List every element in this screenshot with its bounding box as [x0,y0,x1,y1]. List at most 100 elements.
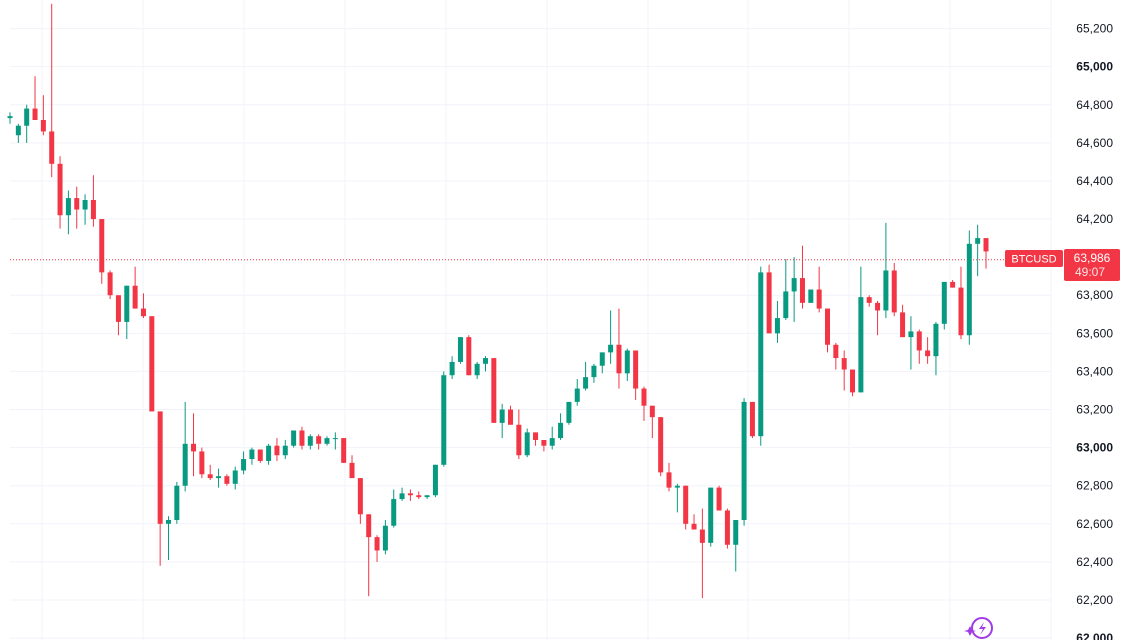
candle-body [816,289,822,309]
candle-body [716,487,722,511]
candle-body [74,198,80,210]
candle-body [149,316,155,412]
candle-up [858,266,864,393]
candle-body [115,295,121,322]
candle-up [424,495,430,500]
candle-body [191,443,197,452]
price-axis[interactable]: 62,000 62,200 62,400 62,600 62,800 63,000 63,2… [1076,0,1113,640]
candle-body [774,318,780,334]
candle-up [282,440,288,460]
candle-down [950,280,956,288]
candle-body [841,358,847,370]
candle-down [891,262,897,317]
y-tick-label: 63,200 [1076,403,1113,417]
price-badge-bg [1064,249,1120,281]
candle-body [641,388,647,406]
candle-body [524,432,530,456]
candle-up [733,520,739,572]
candle-up [165,516,171,560]
candle-down [825,308,831,353]
candle-up [249,447,255,465]
y-tick-label: 62,800 [1076,479,1113,493]
candle-up [674,483,680,513]
y-tick-label: 63,600 [1076,326,1113,340]
candle-body [49,131,55,164]
candle-up [266,443,272,465]
candle-up [566,401,572,425]
candle-down [616,308,622,389]
candle-body [691,523,697,530]
candle-down [925,337,931,364]
candle-down [900,304,906,338]
candle-up [574,379,580,406]
candle-down [658,417,664,477]
y-tick-label: 65,200 [1076,22,1113,36]
candle-body [257,449,263,461]
candle-down [40,95,46,136]
grid [10,0,1052,640]
candle-body [491,358,497,423]
candle-body [182,443,188,486]
candle-up [399,487,405,501]
candle-body [741,401,747,520]
candle-up [65,190,71,235]
candle-up [524,428,530,458]
y-tick-label: 64,200 [1076,212,1113,226]
candle-up [82,194,88,225]
candle-body [441,375,447,465]
candle-up [7,112,13,124]
candle-down [341,438,347,463]
candle-down [191,413,197,477]
candle-body [132,285,138,309]
candle-body [591,365,597,378]
candle-up [332,432,338,450]
candle-body [549,438,555,446]
candle-down [32,76,38,120]
candle-body [374,537,380,551]
candle-body [558,422,564,439]
candle-body [799,278,805,303]
candle-up [457,337,463,364]
candle-body [224,476,230,484]
candle-up [291,430,297,448]
candle-body [140,308,146,317]
candle-down [407,489,413,501]
candle-body [658,417,664,473]
candle-body [24,108,30,126]
candle-body [499,409,505,423]
candle-down [641,386,647,421]
candle-up [599,352,605,374]
logo-spark [964,626,976,636]
candle-down [257,449,263,463]
candle-body [15,125,21,136]
candle-body [65,198,71,216]
candle-body [299,430,305,446]
candle-down [841,350,847,391]
candle-body [341,438,347,463]
candle-body [382,525,388,551]
candle-body [825,308,831,345]
candle-body [399,493,405,500]
candle-body [649,405,655,418]
candle-up [232,466,238,490]
candle-body [432,464,438,496]
candle-body [391,499,397,526]
candle-body [349,462,355,479]
sparkle-lightning-icon[interactable] [964,617,993,639]
candle-body [207,474,213,479]
candle-body [324,438,330,444]
candle-body [908,331,914,338]
candle-body [950,281,956,288]
candle-body [941,281,947,324]
candle-up [791,257,797,322]
candle-body [724,510,730,545]
candle-body [975,238,981,244]
candle-body [541,440,547,446]
candle-body [416,495,422,498]
candle-body [916,331,922,351]
candle-body [357,478,363,515]
candle-body [699,529,705,543]
candle-up [758,266,764,446]
candle-up [15,123,21,143]
